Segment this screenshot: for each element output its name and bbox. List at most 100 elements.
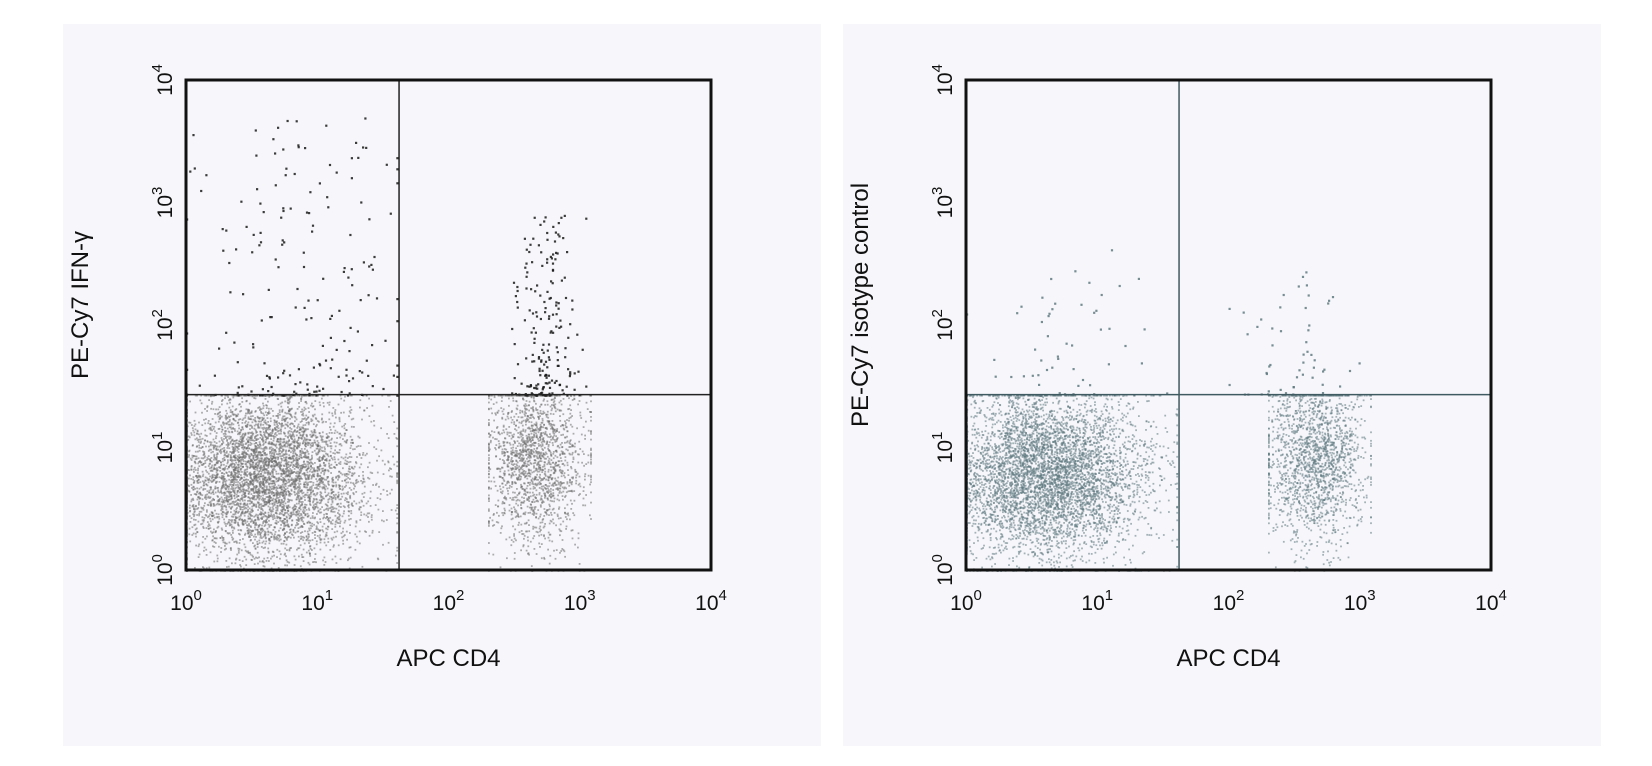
event-point	[368, 461, 371, 464]
event-point	[238, 515, 241, 518]
event-point	[235, 442, 237, 444]
event-point	[211, 418, 214, 420]
event-point	[193, 431, 196, 434]
event-point	[279, 463, 281, 465]
event-point	[256, 423, 259, 426]
event-point	[209, 496, 212, 499]
event-point	[344, 395, 346, 398]
event-point	[301, 535, 304, 538]
event-point	[222, 440, 224, 443]
event-point	[285, 440, 288, 443]
event-point	[207, 527, 210, 530]
event-point	[343, 473, 346, 476]
event-point	[260, 505, 263, 507]
event-point	[300, 504, 303, 507]
event-point	[297, 497, 300, 500]
event-point	[250, 520, 253, 522]
event-point	[225, 437, 227, 439]
event-point	[347, 504, 350, 506]
event-point	[280, 405, 283, 408]
event-point	[325, 527, 327, 530]
event-point	[201, 464, 204, 466]
event-point	[327, 507, 330, 510]
event-point	[262, 444, 265, 446]
event-point	[285, 531, 288, 533]
event-point	[236, 516, 239, 519]
event-point	[311, 454, 313, 457]
event-point	[277, 492, 280, 495]
event-point	[354, 482, 357, 485]
event-point	[396, 549, 399, 552]
event-point	[289, 409, 292, 411]
event-point	[260, 480, 263, 483]
event-point	[325, 441, 327, 444]
event-point	[230, 495, 233, 498]
event-point	[213, 560, 216, 563]
event-point	[201, 480, 204, 483]
event-point	[233, 513, 236, 516]
event-point	[331, 538, 334, 541]
event-point	[231, 536, 233, 539]
event-point	[240, 549, 243, 552]
event-point	[237, 469, 240, 471]
event-point	[253, 496, 255, 499]
event-point	[336, 451, 338, 454]
event-point	[320, 500, 323, 502]
event-point	[198, 444, 200, 447]
event-point	[337, 478, 339, 481]
event-point	[208, 489, 211, 492]
event-point	[241, 435, 243, 438]
event-point	[251, 415, 254, 417]
event-point	[205, 548, 208, 551]
event-point	[269, 452, 271, 455]
event-point	[252, 467, 255, 470]
event-point	[292, 482, 295, 484]
event-point	[307, 496, 309, 499]
event-point	[271, 516, 274, 519]
event-point	[315, 452, 318, 455]
event-point	[295, 487, 298, 490]
event-point	[347, 510, 350, 512]
event-point	[268, 462, 270, 465]
event-point	[249, 476, 252, 479]
event-point	[306, 418, 308, 420]
event-point	[239, 431, 242, 434]
event-point	[210, 457, 213, 459]
event-point	[234, 501, 236, 503]
event-point	[220, 527, 223, 530]
event-point	[325, 433, 328, 435]
event-point	[269, 417, 272, 420]
event-point	[315, 561, 317, 564]
event-point	[300, 497, 303, 499]
event-point	[204, 439, 206, 442]
event-point	[309, 458, 312, 461]
event-point	[340, 456, 343, 459]
event-point	[314, 462, 316, 464]
event-point	[249, 497, 252, 500]
event-point	[271, 550, 274, 553]
event-point	[341, 480, 344, 482]
event-point	[350, 474, 353, 477]
event-point	[254, 524, 257, 527]
event-point	[307, 461, 310, 463]
event-point	[264, 491, 267, 494]
event-point	[251, 500, 253, 503]
event-point	[261, 418, 264, 421]
event-point	[219, 411, 221, 413]
event-point	[274, 459, 276, 462]
event-point	[319, 491, 322, 493]
event-point	[349, 524, 351, 526]
event-point	[315, 425, 317, 428]
event-point	[300, 490, 302, 493]
event-point	[279, 447, 282, 449]
event-point	[285, 493, 288, 496]
event-point	[245, 394, 248, 397]
event-point	[269, 446, 271, 449]
event-point	[219, 414, 221, 417]
event-point	[294, 411, 297, 414]
event-point	[227, 474, 229, 476]
event-point	[376, 557, 379, 560]
event-point	[264, 441, 267, 444]
event-point	[203, 517, 206, 519]
event-point	[272, 435, 275, 437]
